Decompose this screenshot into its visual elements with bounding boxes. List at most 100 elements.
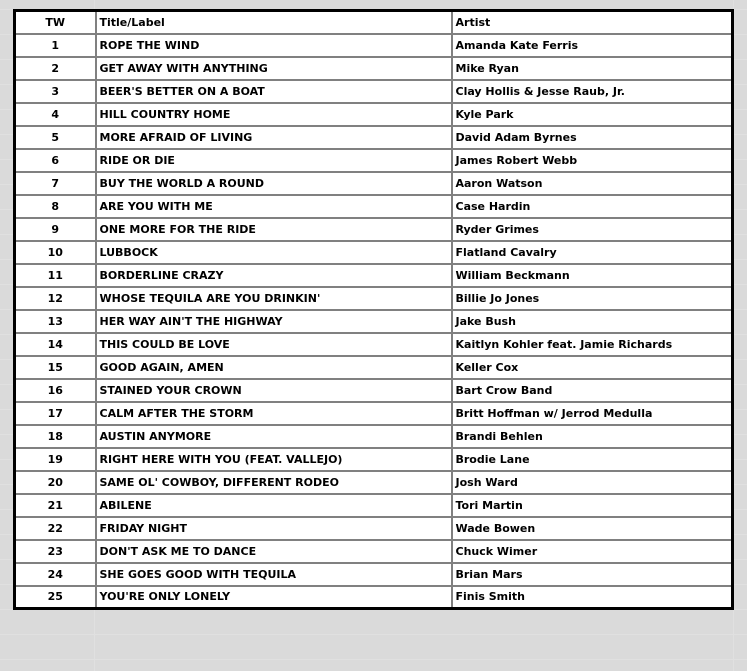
cell-tw[interactable]: 11: [13, 262, 97, 288]
cell-title[interactable]: HILL COUNTRY HOME: [94, 101, 453, 127]
table-row: 2 GET AWAY WITH ANYTHING Mike Ryan: [13, 55, 734, 81]
cell-tw[interactable]: 18: [13, 423, 97, 449]
cell-tw[interactable]: 15: [13, 354, 97, 380]
cell-artist[interactable]: Wade Bowen: [450, 515, 734, 541]
cell-artist[interactable]: Jake Bush: [450, 308, 734, 334]
table-row: 24 SHE GOES GOOD WITH TEQUILA Brian Mars: [13, 561, 734, 587]
table-row: 25 YOU'RE ONLY LONELY Finis Smith: [13, 584, 734, 610]
cell-title[interactable]: RIGHT HERE WITH YOU (FEAT. VALLEJO): [94, 446, 453, 472]
cell-tw[interactable]: 3: [13, 78, 97, 104]
cell-artist[interactable]: Keller Cox: [450, 354, 734, 380]
cell-artist[interactable]: Flatland Cavalry: [450, 239, 734, 265]
cell-artist[interactable]: James Robert Webb: [450, 147, 734, 173]
table-row: 16 STAINED YOUR CROWN Bart Crow Band: [13, 377, 734, 403]
cell-title[interactable]: WHOSE TEQUILA ARE YOU DRINKIN': [94, 285, 453, 311]
table-row: 20 SAME OL' COWBOY, DIFFERENT RODEO Josh W…: [13, 469, 734, 495]
table-row: 7 BUY THE WORLD A ROUND Aaron Watson: [13, 170, 734, 196]
table-row: 23 DON'T ASK ME TO DANCE Chuck Wimer: [13, 538, 734, 564]
table-row: 6 RIDE OR DIE James Robert Webb: [13, 147, 734, 173]
cell-title[interactable]: ARE YOU WITH ME: [94, 193, 453, 219]
header-tw[interactable]: TW: [13, 9, 97, 35]
cell-artist[interactable]: Amanda Kate Ferris: [450, 32, 734, 58]
table-row: 21 ABILENE Tori Martin: [13, 492, 734, 518]
cell-artist[interactable]: Clay Hollis & Jesse Raub, Jr.: [450, 78, 734, 104]
cell-tw[interactable]: 4: [13, 101, 97, 127]
cell-tw[interactable]: 6: [13, 147, 97, 173]
cell-tw[interactable]: 8: [13, 193, 97, 219]
table-row: 22 FRIDAY NIGHT Wade Bowen: [13, 515, 734, 541]
cell-artist[interactable]: Chuck Wimer: [450, 538, 734, 564]
header-artist[interactable]: Artist: [450, 9, 734, 35]
cell-tw[interactable]: 25: [13, 584, 97, 610]
cell-artist[interactable]: Case Hardin: [450, 193, 734, 219]
table-row: 19 RIGHT HERE WITH YOU (FEAT. VALLEJO) Bro…: [13, 446, 734, 472]
cell-tw[interactable]: 24: [13, 561, 97, 587]
cell-artist[interactable]: Kyle Park: [450, 101, 734, 127]
table-row: 17 CALM AFTER THE STORM Britt Hoffman w/ J…: [13, 400, 734, 426]
table-row: 5 MORE AFRAID OF LIVING David Adam Byrnes: [13, 124, 734, 150]
cell-title[interactable]: ONE MORE FOR THE RIDE: [94, 216, 453, 242]
cell-artist[interactable]: Aaron Watson: [450, 170, 734, 196]
cell-title[interactable]: ROPE THE WIND: [94, 32, 453, 58]
cell-artist[interactable]: Brian Mars: [450, 561, 734, 587]
cell-title[interactable]: GOOD AGAIN, AMEN: [94, 354, 453, 380]
cell-tw[interactable]: 13: [13, 308, 97, 334]
cell-tw[interactable]: 22: [13, 515, 97, 541]
cell-artist[interactable]: Josh Ward: [450, 469, 734, 495]
cell-title[interactable]: GET AWAY WITH ANYTHING: [94, 55, 453, 81]
cell-artist[interactable]: Tori Martin: [450, 492, 734, 518]
cell-title[interactable]: RIDE OR DIE: [94, 147, 453, 173]
table-row: 11 BORDERLINE CRAZY William Beckmann: [13, 262, 734, 288]
cell-artist[interactable]: Brodie Lane: [450, 446, 734, 472]
header-title[interactable]: Title/Label: [94, 9, 453, 35]
header-row: TW Title/Label Artist: [13, 9, 734, 35]
cell-title[interactable]: BORDERLINE CRAZY: [94, 262, 453, 288]
cell-title[interactable]: THIS COULD BE LOVE: [94, 331, 453, 357]
table-row: 10 LUBBOCK Flatland Cavalry: [13, 239, 734, 265]
cell-title[interactable]: SAME OL' COWBOY, DIFFERENT RODEO: [94, 469, 453, 495]
cell-title[interactable]: FRIDAY NIGHT: [94, 515, 453, 541]
cell-tw[interactable]: 20: [13, 469, 97, 495]
cell-tw[interactable]: 1: [13, 32, 97, 58]
cell-title[interactable]: AUSTIN ANYMORE: [94, 423, 453, 449]
cell-artist[interactable]: Billie Jo Jones: [450, 285, 734, 311]
cell-title[interactable]: SHE GOES GOOD WITH TEQUILA: [94, 561, 453, 587]
table-row: 12 WHOSE TEQUILA ARE YOU DRINKIN' Billie J…: [13, 285, 734, 311]
cell-title[interactable]: DON'T ASK ME TO DANCE: [94, 538, 453, 564]
cell-artist[interactable]: Finis Smith: [450, 584, 734, 610]
cell-tw[interactable]: 7: [13, 170, 97, 196]
cell-tw[interactable]: 16: [13, 377, 97, 403]
table-row: 13 HER WAY AIN'T THE HIGHWAY Jake Bush: [13, 308, 734, 334]
cell-title[interactable]: MORE AFRAID OF LIVING: [94, 124, 453, 150]
table-row: 1 ROPE THE WIND Amanda Kate Ferris: [13, 32, 734, 58]
table-row: 9 ONE MORE FOR THE RIDE Ryder Grimes: [13, 216, 734, 242]
cell-tw[interactable]: 10: [13, 239, 97, 265]
cell-title[interactable]: ABILENE: [94, 492, 453, 518]
cell-tw[interactable]: 17: [13, 400, 97, 426]
cell-title[interactable]: STAINED YOUR CROWN: [94, 377, 453, 403]
table-row: 8 ARE YOU WITH ME Case Hardin: [13, 193, 734, 219]
cell-tw[interactable]: 2: [13, 55, 97, 81]
cell-tw[interactable]: 19: [13, 446, 97, 472]
cell-tw[interactable]: 21: [13, 492, 97, 518]
cell-artist[interactable]: Kaitlyn Kohler feat. Jamie Richards: [450, 331, 734, 357]
cell-title[interactable]: BEER'S BETTER ON A BOAT: [94, 78, 453, 104]
cell-artist[interactable]: Britt Hoffman w/ Jerrod Medulla: [450, 400, 734, 426]
cell-title[interactable]: HER WAY AIN'T THE HIGHWAY: [94, 308, 453, 334]
cell-tw[interactable]: 9: [13, 216, 97, 242]
cell-title[interactable]: LUBBOCK: [94, 239, 453, 265]
table-row: 15 GOOD AGAIN, AMEN Keller Cox: [13, 354, 734, 380]
cell-tw[interactable]: 12: [13, 285, 97, 311]
cell-tw[interactable]: 14: [13, 331, 97, 357]
cell-title[interactable]: CALM AFTER THE STORM: [94, 400, 453, 426]
cell-artist[interactable]: Ryder Grimes: [450, 216, 734, 242]
cell-artist[interactable]: David Adam Byrnes: [450, 124, 734, 150]
cell-artist[interactable]: Bart Crow Band: [450, 377, 734, 403]
cell-tw[interactable]: 23: [13, 538, 97, 564]
cell-title[interactable]: BUY THE WORLD A ROUND: [94, 170, 453, 196]
cell-artist[interactable]: Mike Ryan: [450, 55, 734, 81]
cell-tw[interactable]: 5: [13, 124, 97, 150]
cell-title[interactable]: YOU'RE ONLY LONELY: [94, 584, 453, 610]
cell-artist[interactable]: William Beckmann: [450, 262, 734, 288]
cell-artist[interactable]: Brandi Behlen: [450, 423, 734, 449]
